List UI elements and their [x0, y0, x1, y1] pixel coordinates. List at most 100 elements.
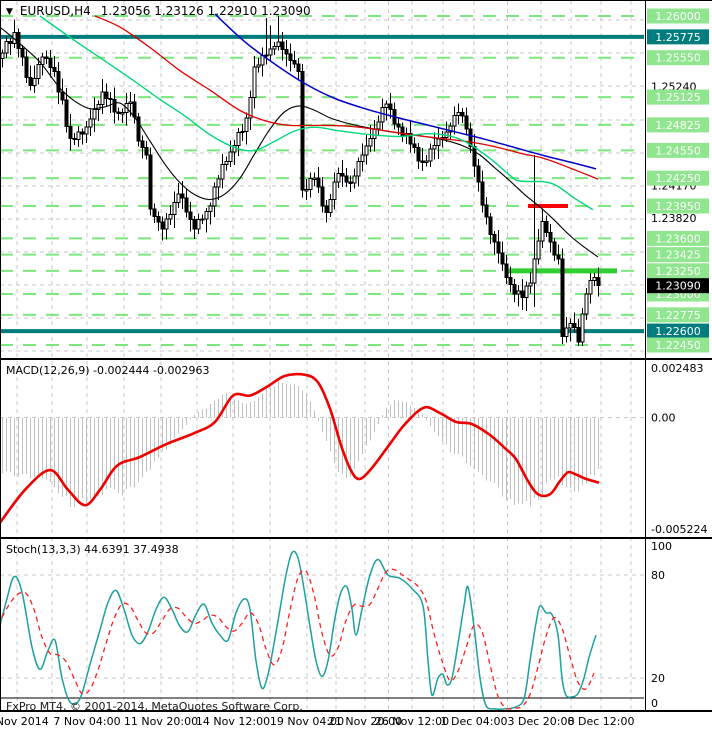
candle	[324, 200, 329, 223]
candle	[456, 103, 461, 125]
candle	[356, 157, 361, 187]
price-badge	[647, 230, 709, 246]
candle	[368, 125, 373, 153]
candle	[364, 134, 369, 165]
candle	[464, 107, 469, 136]
candle	[512, 279, 517, 303]
candle	[256, 58, 261, 73]
time-axis-label: 7 Nov 04:00	[53, 715, 120, 728]
candle	[272, 41, 277, 56]
candle	[508, 266, 513, 293]
candle	[24, 50, 29, 83]
stoch-axis-label: 20	[651, 672, 665, 685]
ma-blue	[214, 13, 597, 170]
candle	[96, 100, 101, 122]
price-badge	[647, 170, 709, 186]
price-badge-label: 1.22600	[655, 325, 701, 338]
candle	[68, 114, 73, 151]
price-badge-label: 1.23250	[655, 265, 701, 278]
candle	[284, 40, 289, 67]
candle	[228, 140, 233, 167]
price-badge	[647, 247, 709, 263]
candle	[320, 177, 325, 213]
candle	[572, 312, 577, 333]
candle	[188, 201, 193, 232]
macd-axis-label: 0.002483	[651, 362, 704, 375]
stoch-axis-label: 80	[651, 569, 665, 582]
candle	[560, 248, 565, 345]
macd-pane[interactable]	[0, 372, 600, 524]
candle	[288, 43, 293, 72]
candle	[548, 224, 553, 253]
candle	[564, 317, 569, 343]
time-axis-label: 3 Dec 20:00	[508, 715, 575, 728]
candle	[140, 135, 145, 159]
candle	[428, 143, 433, 168]
time-axis-label: 26 Nov 12:00	[375, 715, 449, 728]
candle	[412, 137, 417, 154]
candle	[536, 229, 541, 265]
candle	[540, 208, 545, 249]
macd-axis-label: 0.00	[651, 412, 676, 425]
stochastic-pane[interactable]	[0, 550, 645, 710]
price-badge-label: 1.23950	[655, 200, 701, 213]
candle	[332, 172, 337, 210]
candle	[212, 182, 217, 218]
candle	[452, 106, 457, 135]
candle	[56, 61, 61, 105]
candle	[344, 167, 349, 187]
candle	[1, 49, 5, 68]
ma-fast-black	[1, 27, 599, 258]
price-badge	[647, 198, 709, 214]
candle	[592, 273, 597, 286]
candle	[164, 213, 169, 240]
candle	[220, 154, 225, 189]
candle	[396, 118, 401, 135]
candle	[532, 155, 537, 307]
candle	[328, 194, 333, 218]
price-badge-label: 1.25125	[655, 91, 701, 104]
candle	[244, 112, 249, 145]
candle	[504, 254, 509, 285]
macd-histogram	[2, 381, 599, 508]
candle	[80, 128, 85, 145]
candle	[496, 229, 501, 264]
candle	[32, 65, 37, 93]
candle	[500, 241, 505, 272]
price-badge-label: 1.26000	[655, 10, 701, 23]
price-badge-label: 1.22775	[655, 309, 701, 322]
candle	[312, 172, 317, 186]
candle	[568, 318, 573, 342]
candle	[20, 44, 25, 66]
candle	[208, 202, 213, 225]
candle	[300, 64, 305, 198]
candle	[48, 50, 53, 78]
candle	[112, 87, 117, 124]
candle	[200, 214, 205, 224]
candle	[408, 121, 413, 153]
time-axis-label: 4 Nov 2014	[0, 715, 49, 728]
candle	[116, 107, 121, 121]
candle	[480, 170, 485, 213]
price-badge	[647, 263, 709, 279]
candle	[484, 197, 489, 225]
candle	[276, 16, 281, 51]
candle	[316, 166, 321, 194]
candle	[524, 281, 529, 312]
candle	[420, 148, 425, 172]
candle	[44, 50, 49, 65]
price-badge	[647, 307, 709, 323]
candle	[36, 57, 41, 85]
ma-springgreen	[39, 15, 594, 211]
stoch-axis-label: 0	[651, 697, 658, 710]
candle	[28, 65, 33, 91]
candle	[468, 122, 473, 154]
stoch-k-line	[1, 550, 597, 710]
ma-red	[94, 15, 599, 180]
candle	[528, 272, 533, 294]
candle	[584, 288, 589, 321]
price-badge	[647, 337, 709, 353]
candle	[104, 83, 109, 107]
